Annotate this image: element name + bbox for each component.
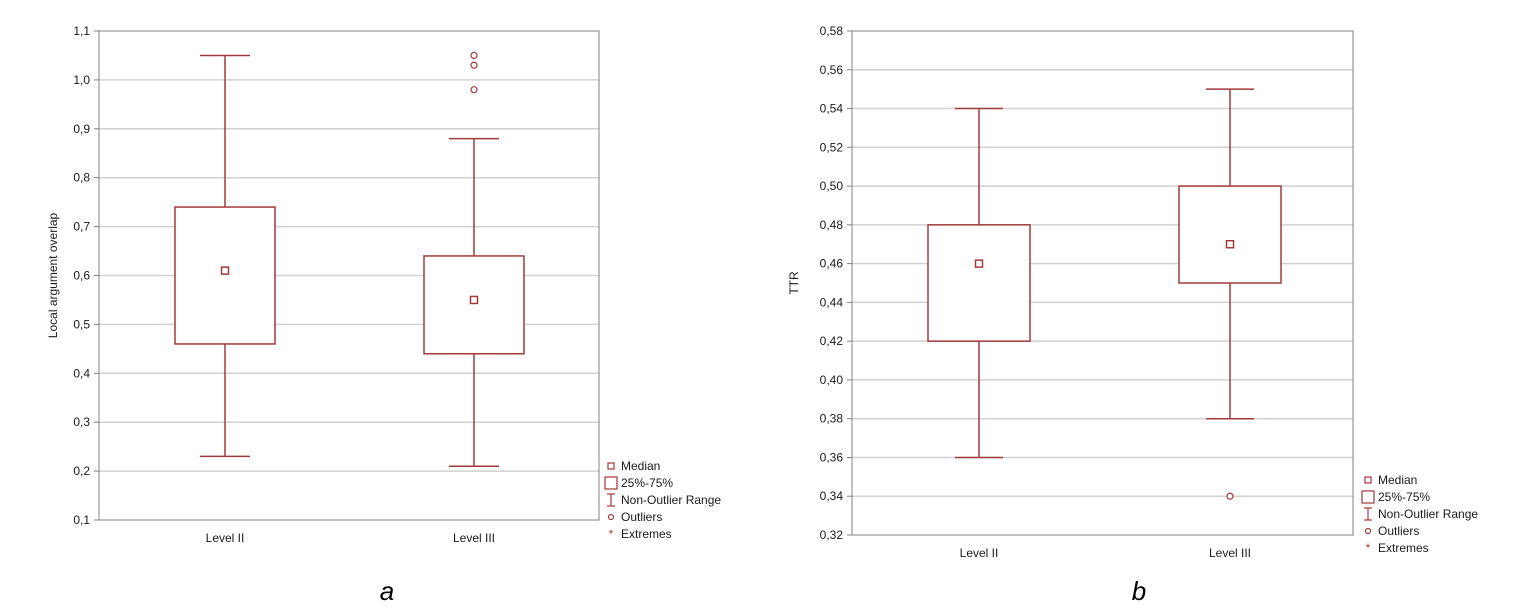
legend-label: Outliers (621, 510, 662, 524)
legend-label: Non-Outlier Range (621, 493, 721, 507)
y-tick-label: 0,5 (73, 317, 90, 331)
x-tick-label: Level II (206, 531, 245, 545)
iqr-box (927, 224, 1031, 342)
y-tick-label: 0,42 (820, 334, 844, 348)
y-tick-label: 0,4 (73, 366, 90, 380)
outlier-point (470, 51, 478, 60)
y-tick-label: 0,38 (820, 412, 844, 426)
y-tick-label: 1,1 (73, 24, 90, 38)
legend-extreme-swatch: * (1366, 541, 1371, 555)
iqr-box (1178, 185, 1282, 284)
iqr-box (423, 255, 525, 355)
legend: * Median 25%-75% Non-Outlier Range Outliers E… (604, 459, 721, 541)
median-marker (220, 266, 230, 275)
legend: * Median 25%-75% Non-Outlier Range Outliers E… (1361, 473, 1478, 555)
median-marker (469, 295, 479, 305)
legend-label: Extremes (621, 527, 672, 541)
legend-label: Non-Outlier Range (1378, 507, 1478, 521)
y-tick-label: 0,1 (73, 513, 90, 527)
legend-label: 25%-75% (1378, 490, 1430, 504)
median-marker (1225, 239, 1235, 249)
x-tick-label: Level II (960, 546, 999, 560)
legend-label: 25%-75% (621, 476, 673, 490)
legend-outlier-swatch (607, 513, 615, 521)
y-tick-label: 0,9 (73, 122, 90, 136)
x-tick-label: Level III (1209, 546, 1251, 560)
outlier-point (470, 86, 478, 94)
legend-outlier-swatch (1364, 527, 1372, 535)
y-axis-label: Local argument overlap (46, 212, 60, 338)
y-tick-label: 0,2 (73, 464, 90, 478)
y-tick-label: 0,7 (73, 220, 90, 234)
legend-label: Median (621, 459, 660, 473)
y-tick-label: 0,50 (820, 179, 844, 193)
plot-frame (851, 30, 1354, 536)
legend-median-swatch (1364, 476, 1372, 484)
y-axis-label: TTR (787, 271, 801, 295)
y-tick-label: 0,44 (820, 295, 844, 309)
outlier-point (1226, 492, 1234, 500)
y-tick-label: 0,3 (73, 415, 90, 429)
y-tick-label: 0,52 (820, 140, 844, 154)
y-tick-label: 0,8 (73, 171, 90, 185)
y-tick-label: 0,48 (820, 218, 844, 232)
y-tick-label: 0,58 (820, 24, 844, 38)
legend-median-swatch (607, 462, 615, 470)
panel-a-chart: 0,1 0,2 0,3 0,4 0,5 0,6 0,7 0,8 0,9 1,0 1,1 Local a… (46, 24, 721, 545)
legend-label: Outliers (1378, 524, 1419, 538)
plot-frame (98, 30, 600, 521)
legend-box-swatch (1361, 490, 1375, 504)
panel-b-chart: 0,32 0,34 0,36 0,38 0,40 0,42 0,44 0,46 0,48 0,50… (787, 24, 1478, 560)
y-tick-label: 0,46 (820, 257, 844, 271)
panel-a-caption: a (380, 576, 394, 606)
y-tick-label: 0,32 (820, 528, 844, 542)
legend-extreme-swatch: * (609, 527, 614, 541)
y-tick-label: 0,6 (73, 269, 90, 283)
iqr-box (174, 206, 276, 345)
median-marker (974, 259, 984, 268)
legend-label: Median (1378, 473, 1417, 487)
legend-label: Extremes (1378, 541, 1429, 555)
x-tick-label: Level III (453, 531, 495, 545)
y-tick-label: 0,34 (820, 489, 844, 503)
legend-box-swatch (604, 476, 618, 490)
y-tick-label: 0,36 (820, 450, 844, 464)
y-tick-label: 0,40 (820, 373, 844, 387)
panel-b-caption: b (1132, 576, 1146, 606)
y-tick-label: 0,56 (820, 63, 844, 77)
outlier-point (470, 61, 478, 69)
y-tick-label: 1,0 (73, 73, 90, 87)
y-tick-label: 0,54 (820, 102, 844, 116)
